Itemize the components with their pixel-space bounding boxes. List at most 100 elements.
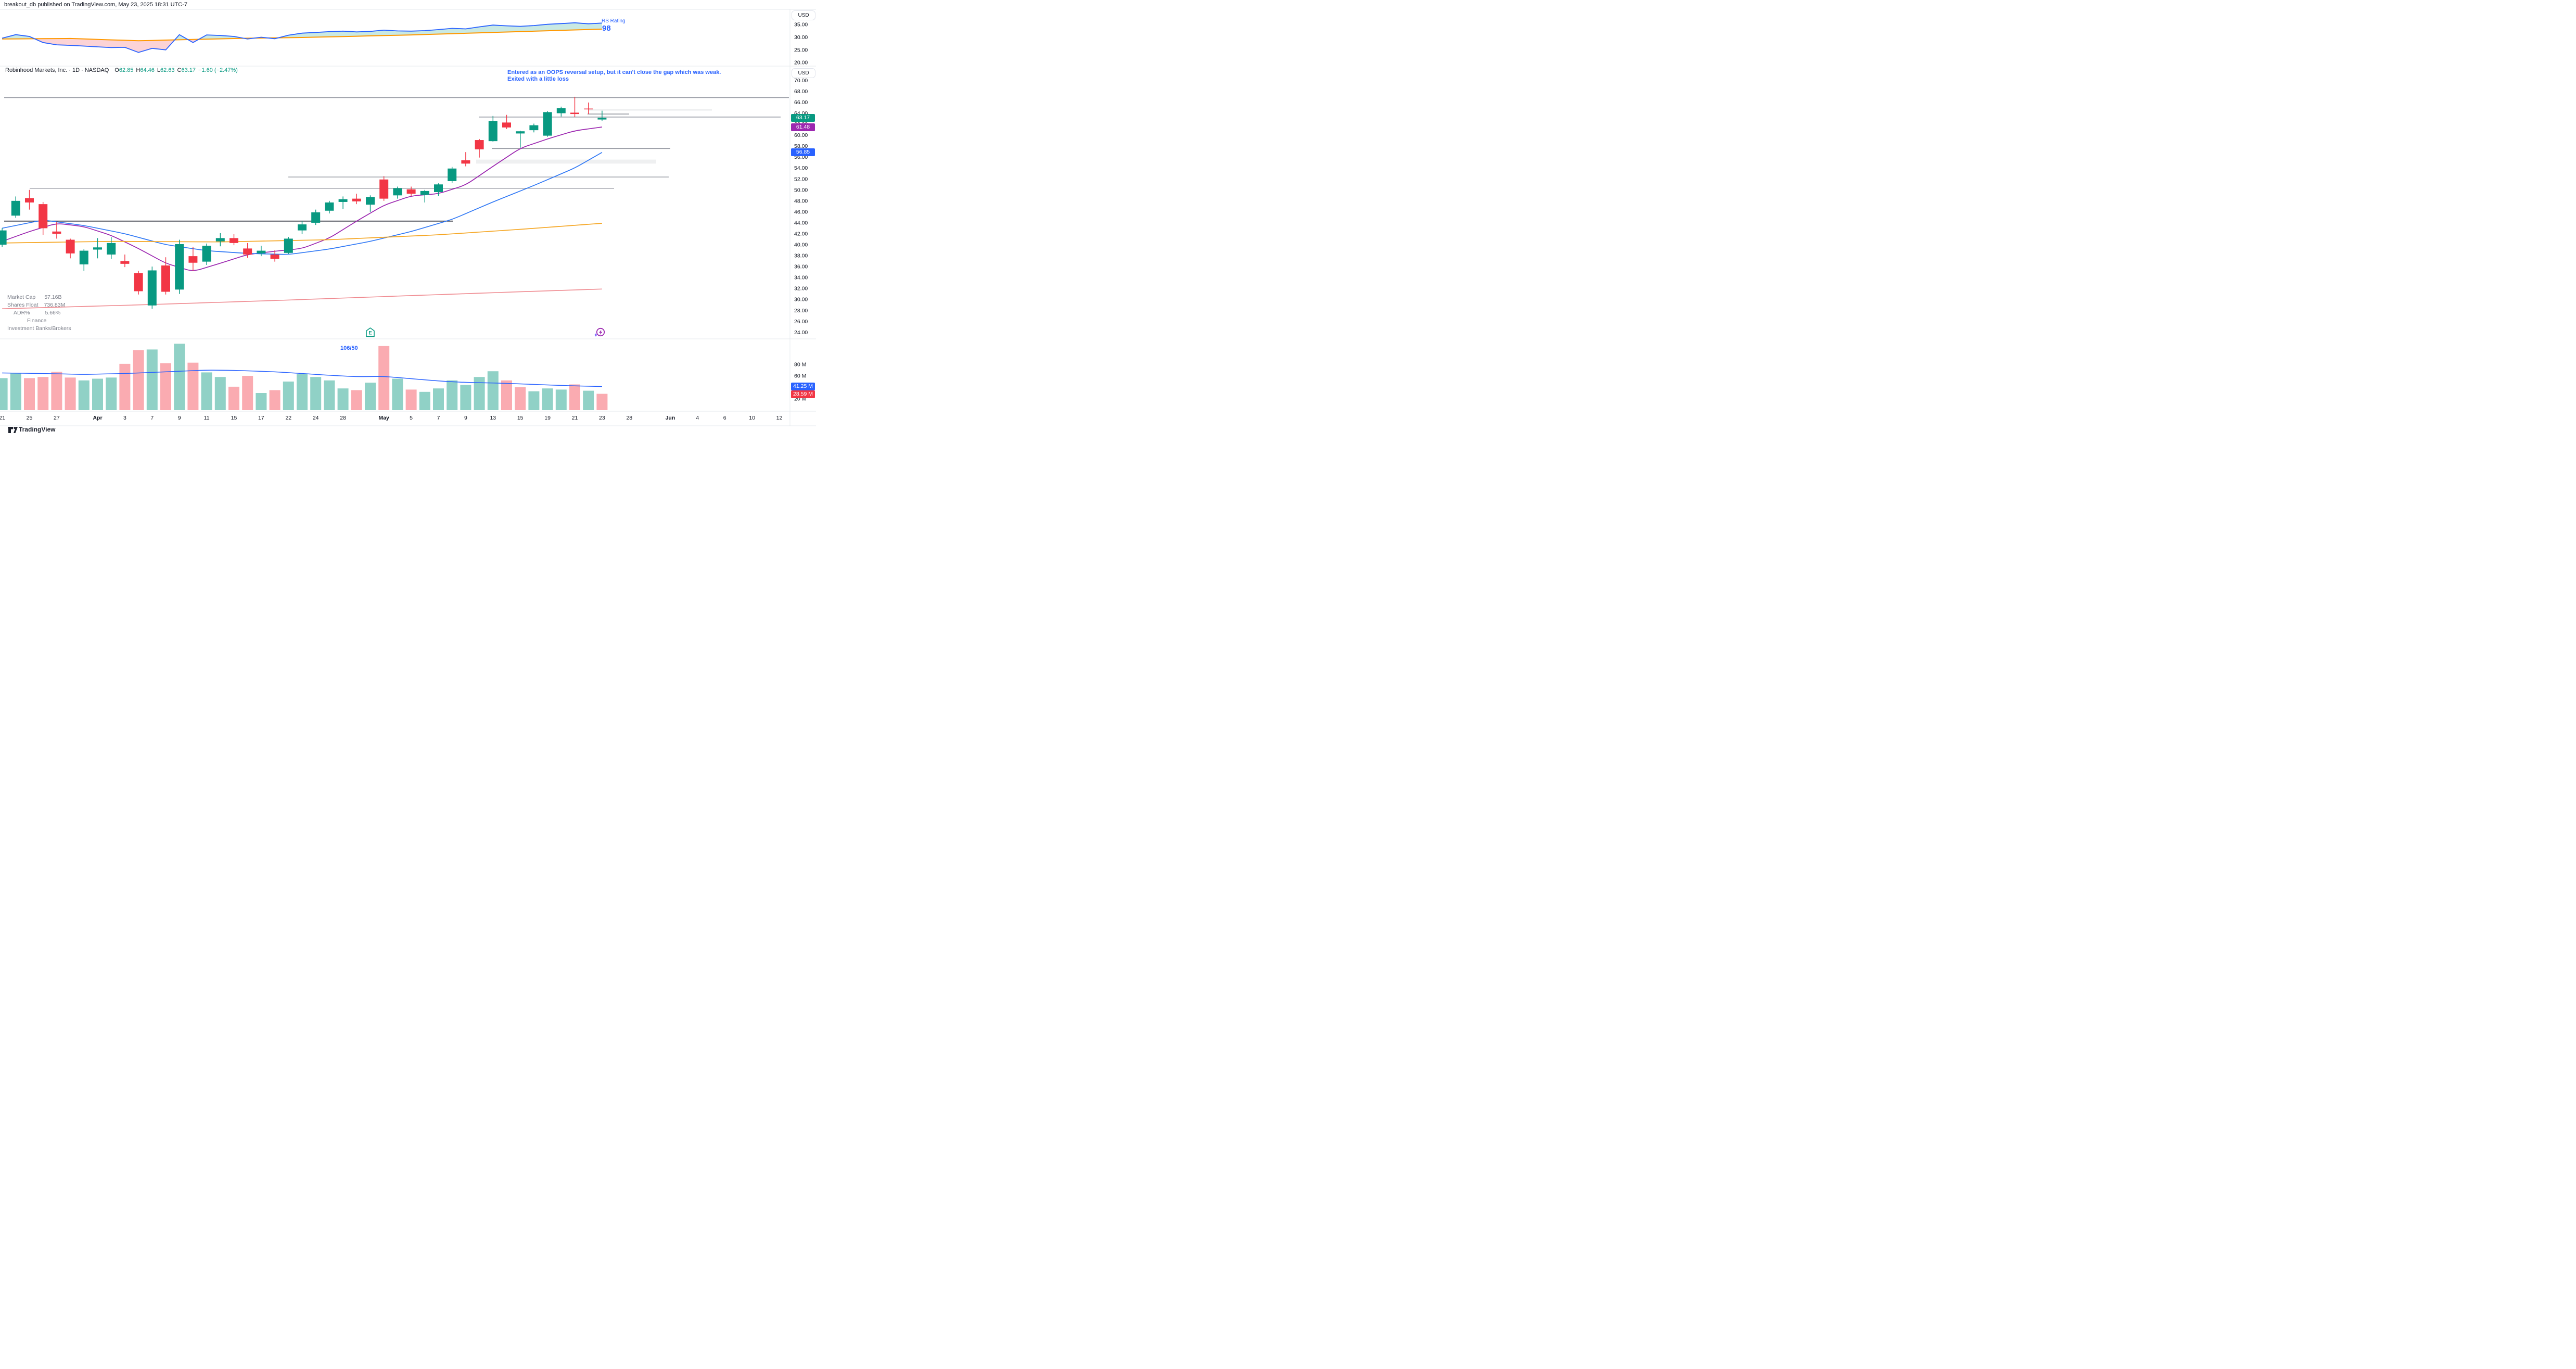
- volume-bar: [324, 380, 335, 410]
- volume-bar: [214, 377, 226, 410]
- supply-zone-box[interactable]: [476, 159, 656, 164]
- sector-label: Finance: [27, 318, 47, 324]
- tradingview-snapshot: 70.0068.0066.0064.0062.0060.0058.0056.00…: [0, 0, 816, 434]
- price-tick-label: 26.00: [794, 319, 808, 325]
- time-tick-label: May: [378, 415, 389, 421]
- volume-bar: [447, 380, 458, 410]
- price-pane-plot[interactable]: [0, 96, 789, 309]
- price-tick-label: 34.00: [794, 275, 808, 281]
- time-tick-label: 5: [410, 415, 413, 421]
- currency-badge-rs-pane[interactable]: USD: [792, 10, 815, 20]
- time-scale[interactable]: 21 25 27 Apr 3 7 9 11 15 17 22 24 28 May 5 7 9 13 15 19 21 23…: [0, 415, 782, 421]
- volume-bar: [433, 388, 444, 410]
- rs-rating-value: 98: [602, 24, 611, 33]
- volume-bar: [174, 344, 185, 410]
- volume-bar: [501, 380, 512, 410]
- volume-bar: [65, 377, 76, 410]
- candle-body: [570, 112, 579, 115]
- candle-body: [434, 184, 443, 193]
- price-tick-label: 44.00: [794, 220, 808, 226]
- price-tick-label: 60.00: [794, 132, 808, 138]
- currency-badge-price-pane[interactable]: USD: [792, 68, 815, 78]
- volume-bar: [201, 372, 212, 410]
- ai-lightning-icon[interactable]: [592, 327, 607, 339]
- price-tick-label: 58.00: [794, 143, 808, 149]
- time-tick-label: 25: [27, 415, 33, 421]
- ratio-label: 106/50: [340, 345, 358, 351]
- time-tick-label: 3: [123, 415, 126, 421]
- volume-ma-line: [2, 370, 602, 387]
- blue-ma-badge: 56.85: [791, 148, 815, 157]
- time-tick-label: 15: [517, 415, 524, 421]
- last-volume-badge: 28.59 M: [791, 390, 815, 399]
- candle-body: [134, 273, 143, 291]
- rs-tick-label: 20.00: [794, 60, 808, 66]
- candle-body: [584, 108, 593, 110]
- candle-body: [366, 197, 375, 205]
- price-tick-label: 68.00: [794, 88, 808, 95]
- tradingview-wordmark[interactable]: TradingView: [19, 426, 56, 433]
- candle-body: [597, 118, 607, 120]
- candle-body: [107, 243, 116, 255]
- volume-bar: [460, 385, 471, 410]
- volume-bar: [228, 386, 239, 410]
- supply-zone-box[interactable]: [589, 109, 712, 111]
- volume-bar: [487, 371, 499, 410]
- rs-fill-positive: [2, 34, 35, 39]
- volume-bar: [515, 387, 526, 410]
- symbol-info-bar[interactable]: Robinhood Markets, Inc. · 1D · NASDAQ O62…: [5, 67, 238, 73]
- volume-tick-label: 60 M: [794, 373, 806, 379]
- adr-value: 5.66%: [45, 310, 61, 316]
- svg-text:E: E: [368, 331, 372, 336]
- candle-body: [79, 250, 88, 264]
- candle-body: [93, 247, 102, 250]
- volume-bar: [392, 378, 403, 410]
- candle-body: [229, 238, 238, 243]
- volume-bar: [78, 380, 90, 410]
- time-tick-label: 7: [150, 415, 154, 421]
- time-tick-label: 12: [776, 415, 783, 421]
- time-tick-label: 27: [54, 415, 60, 421]
- ma-mid-blue: [2, 151, 603, 255]
- rs-fill-negative: [188, 39, 199, 43]
- price-tick-label: 30.00: [794, 297, 808, 303]
- trade-note-annotation[interactable]: Entered as an OOPS reversal setup, but i…: [507, 69, 721, 82]
- candle-body: [556, 108, 566, 113]
- time-tick-label: 13: [490, 415, 496, 421]
- volume-bar: [256, 393, 267, 410]
- volume-bar: [528, 391, 540, 410]
- chart-canvas[interactable]: 70.0068.0066.0064.0062.0060.0058.0056.00…: [0, 0, 816, 434]
- volume-bar: [51, 372, 62, 410]
- candle-body: [461, 160, 470, 164]
- market-cap-label: Market Cap: [7, 294, 36, 300]
- volume-ma-badge: 41.25 M: [791, 383, 815, 391]
- shares-float-value: 736.83M: [44, 302, 66, 308]
- volume-pane-plot[interactable]: [0, 344, 608, 410]
- candle-body: [502, 122, 511, 128]
- purple-ma-badge: 61.48: [791, 123, 815, 131]
- shares-float-row: Shares Float 736.83M: [7, 302, 65, 308]
- price-tick-label: 52.00: [794, 176, 808, 182]
- price-tick-label: 36.00: [794, 264, 808, 270]
- earnings-icon[interactable]: E: [366, 327, 375, 337]
- rs-fill-negative: [34, 38, 175, 53]
- candle-body: [66, 239, 75, 253]
- price-tick-label: 54.00: [794, 165, 808, 171]
- tradingview-logo-icon[interactable]: [7, 426, 18, 434]
- rs-pane-plot[interactable]: [2, 22, 602, 53]
- low-value: 62.63: [160, 67, 175, 73]
- change-value: −1.60 (−2.47%): [198, 67, 238, 73]
- price-tick-label: 28.00: [794, 308, 808, 314]
- volume-bar: [542, 388, 553, 410]
- volume-bar: [310, 377, 322, 410]
- high-label: H: [136, 67, 141, 73]
- candle-body: [39, 204, 48, 229]
- volume-bar: [24, 378, 35, 410]
- industry-label: Investment Banks/Brokers: [7, 325, 71, 332]
- publish-info: breakout_db published on TradingView.com…: [4, 2, 188, 8]
- price-scale[interactable]: 70.0068.0066.0064.0062.0060.0058.0056.00…: [794, 22, 808, 402]
- time-tick-label: 15: [231, 415, 237, 421]
- last-price-badge: 63.17: [791, 113, 815, 122]
- candle-body: [298, 224, 307, 231]
- volume-bar: [269, 390, 280, 410]
